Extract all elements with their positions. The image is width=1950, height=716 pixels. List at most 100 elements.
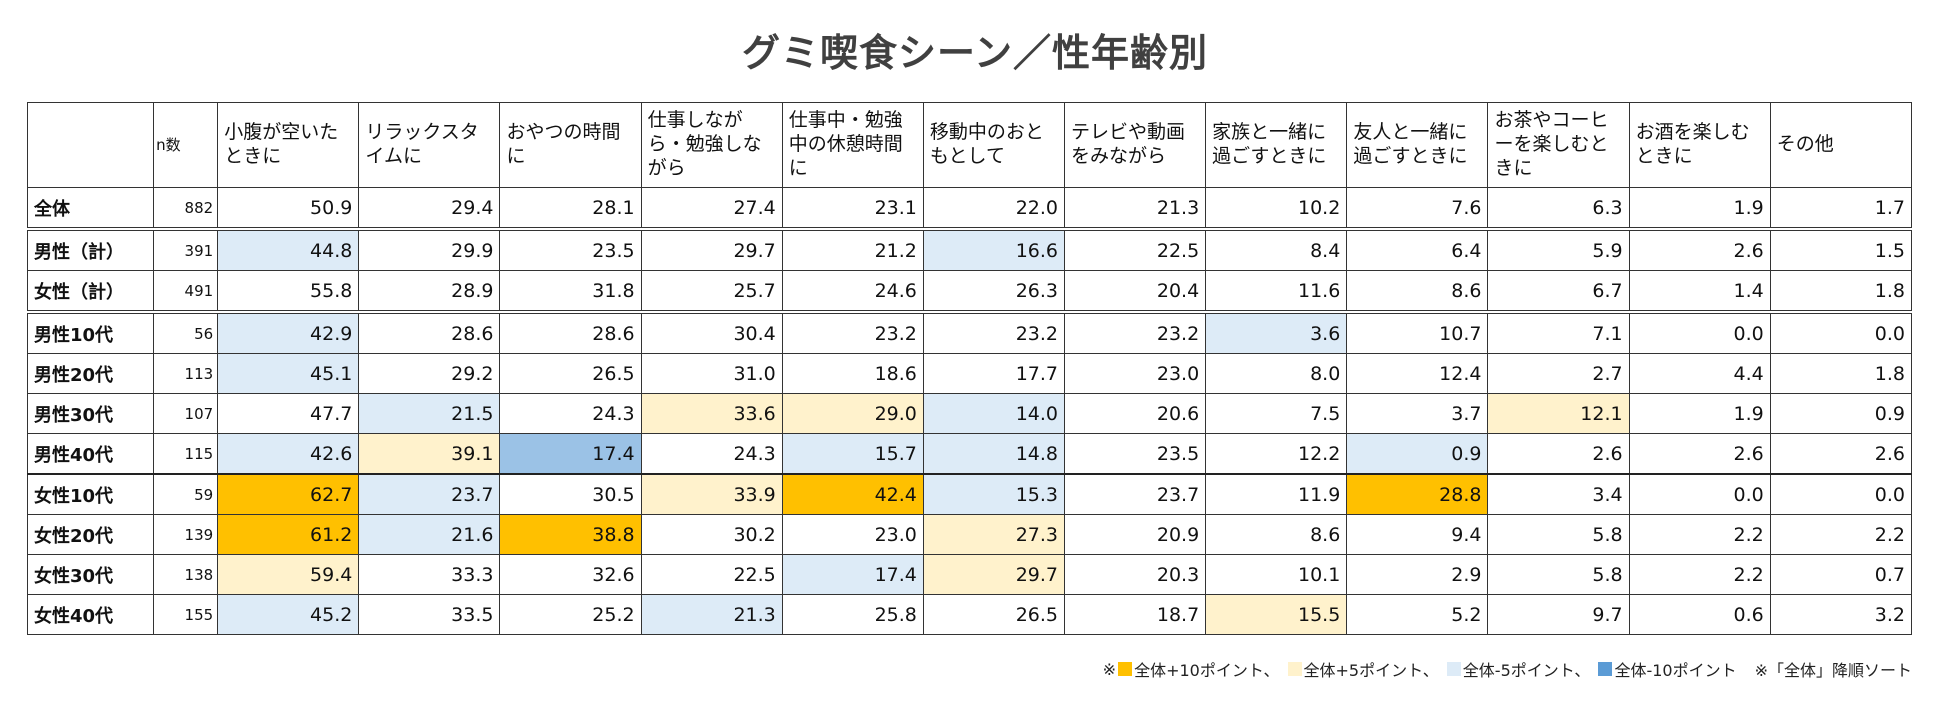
value-cell: 8.0: [1205, 353, 1348, 394]
table-row: 男性20代 113 45.1 29.2 26.5 31.0 18.6 17.7 23.0 8.0 1…: [26, 353, 1913, 394]
value-cell: 0.0: [1769, 310, 1913, 354]
value-cell: 31.0: [640, 353, 783, 394]
value-cell: 0.9: [1769, 393, 1913, 434]
value-cell: 5.9: [1487, 227, 1630, 271]
value-cell: 21.3: [1064, 187, 1207, 230]
value-cell: 27.4: [640, 187, 783, 230]
legend-swatch-minus10: [1598, 662, 1613, 676]
value-cell: 8.6: [1346, 270, 1489, 313]
value-cell: 3.2: [1769, 594, 1913, 635]
table-row: 女性30代 138 59.4 33.3 32.6 22.5 17.4 29.7 20.3 10.1…: [26, 554, 1913, 595]
value-cell: 25.2: [499, 594, 642, 635]
legend-swatch-minus5: [1446, 662, 1461, 676]
value-cell: 20.4: [1064, 270, 1207, 313]
table-row: 全体 882 50.9 29.4 28.1 27.4 23.1 22.0 21.3 10.2 7.6…: [26, 187, 1913, 230]
value-cell: 23.2: [922, 310, 1066, 354]
value-cell: 20.3: [1064, 554, 1207, 595]
value-cell: 10.1: [1205, 554, 1348, 595]
value-cell: 25.7: [640, 270, 783, 313]
value-cell: 10.7: [1346, 310, 1489, 354]
table-row: 女性40代 155 45.2 33.5 25.2 21.3 25.8 26.5 18.7 15.5…: [26, 594, 1913, 635]
value-cell: 24.6: [781, 270, 924, 313]
value-cell: 31.8: [499, 270, 642, 313]
value-cell: 33.6: [640, 393, 783, 434]
n-cell: 155: [153, 594, 219, 635]
value-cell: 29.2: [358, 353, 501, 394]
value-cell: 17.4: [781, 554, 924, 595]
value-cell: 1.8: [1769, 270, 1913, 313]
table-row: 男性40代 115 42.6 39.1 17.4 24.3 15.7 14.8 23.5 12.2…: [26, 433, 1913, 475]
column-header: 友人と一緒に過ごすときに: [1346, 102, 1489, 188]
table-row: 男性（計） 391 44.8 29.9 23.5 29.7 21.2 16.6 22.5 8.4 6…: [26, 227, 1913, 271]
row-label: 全体: [26, 187, 155, 230]
value-cell: 20.9: [1064, 514, 1207, 555]
n-cell: 391: [153, 227, 219, 271]
value-cell: 2.2: [1628, 514, 1771, 555]
value-cell: 16.6: [922, 227, 1066, 271]
value-cell: 2.6: [1628, 227, 1771, 271]
value-cell: 25.8: [781, 594, 924, 635]
value-cell: 1.4: [1628, 270, 1771, 313]
value-cell: 0.0: [1628, 310, 1771, 354]
n-cell: 115: [153, 433, 219, 475]
legend-label-minus10: 全体-10ポイント: [1614, 661, 1737, 680]
legend-label-plus10: 全体+10ポイント、: [1134, 661, 1280, 680]
value-cell: 2.6: [1628, 433, 1771, 475]
value-cell: 6.3: [1487, 187, 1630, 230]
row-label: 女性40代: [26, 594, 155, 635]
value-cell: 2.9: [1346, 554, 1489, 595]
value-cell: 45.1: [217, 353, 360, 394]
value-cell: 7.1: [1487, 310, 1630, 354]
column-header: 移動中のおともとして: [922, 102, 1066, 188]
value-cell: 42.6: [217, 433, 360, 475]
n-cell: 113: [153, 353, 219, 394]
n-cell: 139: [153, 514, 219, 555]
column-header: 家族と一緒に過ごすときに: [1205, 102, 1348, 188]
column-header: テレビや動画をみながら: [1064, 102, 1207, 188]
value-cell: 21.2: [781, 227, 924, 271]
table-row: 男性30代 107 47.7 21.5 24.3 33.6 29.0 14.0 20.6 7.5 3…: [26, 393, 1913, 434]
value-cell: 5.8: [1487, 554, 1630, 595]
value-cell: 33.3: [358, 554, 501, 595]
value-cell: 59.4: [217, 554, 360, 595]
value-cell: 18.6: [781, 353, 924, 394]
value-cell: 30.4: [640, 310, 783, 354]
value-cell: 0.0: [1628, 473, 1771, 515]
value-cell: 9.7: [1487, 594, 1630, 635]
row-label: 女性20代: [26, 514, 155, 555]
value-cell: 23.2: [781, 310, 924, 354]
page-title: グミ喫食シーン／性年齢別: [741, 31, 1209, 75]
value-cell: 5.8: [1487, 514, 1630, 555]
value-cell: 20.6: [1064, 393, 1207, 434]
table-row: 女性20代 139 61.2 21.6 38.8 30.2 23.0 27.3 20.9 8.6 9…: [26, 514, 1913, 555]
value-cell: 21.3: [640, 594, 783, 635]
value-cell: 5.2: [1346, 594, 1489, 635]
value-cell: 12.1: [1487, 393, 1630, 434]
column-header: おやつの時間に: [499, 102, 642, 188]
value-cell: 1.8: [1769, 353, 1913, 394]
value-cell: 9.4: [1346, 514, 1489, 555]
value-cell: 28.6: [499, 310, 642, 354]
value-cell: 1.9: [1628, 393, 1771, 434]
value-cell: 28.8: [1346, 473, 1489, 515]
value-cell: 17.4: [499, 433, 642, 475]
value-cell: 0.9: [1346, 433, 1489, 475]
value-cell: 62.7: [217, 473, 360, 515]
value-cell: 26.5: [922, 594, 1066, 635]
value-cell: 8.4: [1205, 227, 1348, 271]
n-header: n数: [153, 102, 219, 188]
value-cell: 22.5: [1064, 227, 1207, 271]
value-cell: 23.2: [1064, 310, 1207, 354]
value-cell: 2.2: [1769, 514, 1913, 555]
value-cell: 30.2: [640, 514, 783, 555]
value-cell: 47.7: [217, 393, 360, 434]
n-cell: 59: [153, 473, 219, 515]
legend-swatch-plus5: [1287, 662, 1302, 676]
value-cell: 29.7: [640, 227, 783, 271]
row-label: 男性30代: [26, 393, 155, 434]
value-cell: 1.5: [1769, 227, 1913, 271]
table-row: 女性10代 59 62.7 23.7 30.5 33.9 42.4 15.3 23.7 11.9 2…: [26, 473, 1913, 515]
value-cell: 22.0: [922, 187, 1066, 230]
row-label: 女性30代: [26, 554, 155, 595]
n-cell: 882: [153, 187, 219, 230]
